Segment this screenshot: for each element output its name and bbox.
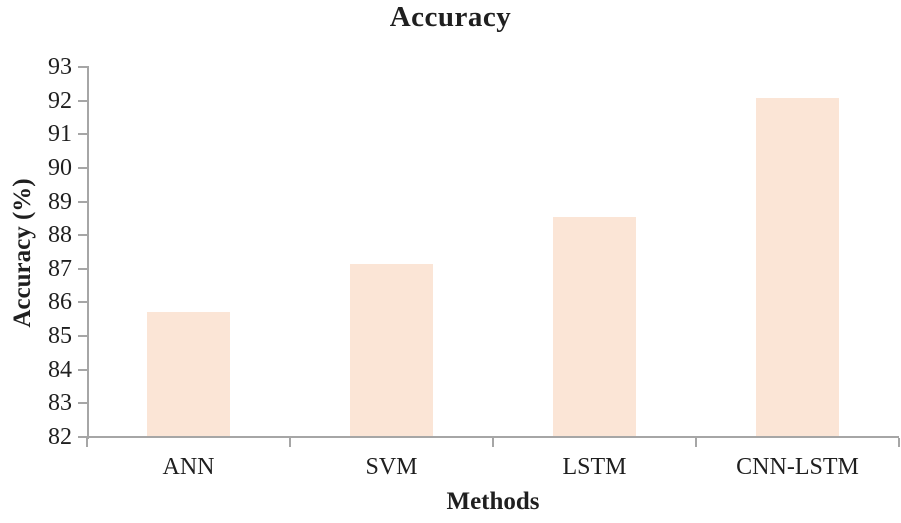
y-tick-label: 84 bbox=[48, 356, 72, 383]
x-tick-label: SVM bbox=[365, 454, 418, 480]
x-tick-mark bbox=[289, 438, 291, 447]
chart-title: Accuracy bbox=[389, 1, 512, 33]
y-tick-label: 89 bbox=[48, 188, 72, 215]
y-tick-label: 83 bbox=[48, 390, 72, 417]
x-tick-mark bbox=[695, 438, 697, 447]
y-tick-mark bbox=[78, 234, 87, 237]
y-tick-label: 93 bbox=[48, 54, 72, 80]
y-tick-label: 87 bbox=[48, 255, 72, 282]
y-tick-mark bbox=[78, 166, 87, 169]
y-axis-line bbox=[87, 66, 89, 439]
y-tick-mark bbox=[78, 368, 87, 371]
y-tick-mark bbox=[78, 200, 87, 203]
y-tick-mark bbox=[78, 99, 87, 102]
y-tick-mark bbox=[78, 335, 87, 338]
x-tick-label: LSTM bbox=[562, 454, 627, 480]
x-tick-mark bbox=[898, 438, 900, 447]
bar-lstm bbox=[553, 217, 636, 436]
y-tick-mark bbox=[78, 267, 87, 270]
y-tick-label: 90 bbox=[48, 154, 72, 181]
x-tick-mark bbox=[86, 438, 88, 447]
y-tick-label: 82 bbox=[48, 424, 72, 450]
y-tick-mark bbox=[78, 436, 87, 438]
y-tick-label: 91 bbox=[48, 121, 72, 148]
y-tick-label: 86 bbox=[48, 289, 72, 316]
x-axis-title: Methods bbox=[446, 488, 540, 515]
y-tick-mark bbox=[78, 301, 87, 304]
bar-cnn-lstm bbox=[756, 97, 839, 436]
y-tick-mark bbox=[78, 133, 87, 136]
y-tick-label: 92 bbox=[48, 87, 72, 114]
bar-svm bbox=[350, 264, 433, 436]
x-axis-line bbox=[87, 436, 899, 438]
y-tick-mark bbox=[78, 66, 87, 68]
y-tick-mark bbox=[78, 402, 87, 405]
x-tick-label: ANN bbox=[162, 454, 215, 480]
y-tick-label: 85 bbox=[48, 323, 72, 350]
x-tick-label: CNN-LSTM bbox=[736, 454, 859, 480]
x-tick-mark bbox=[492, 438, 494, 447]
y-tick-label: 88 bbox=[48, 222, 72, 249]
bar-ann bbox=[147, 311, 230, 436]
